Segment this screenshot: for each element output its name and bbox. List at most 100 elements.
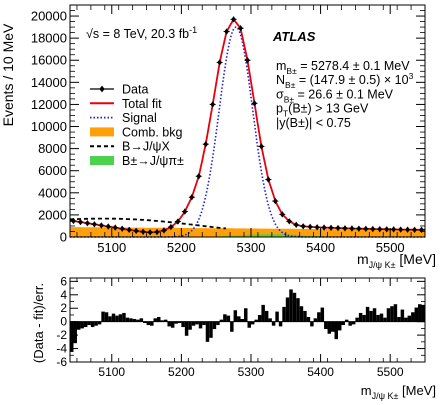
- data-point: [293, 221, 300, 229]
- data-point: [70, 217, 77, 225]
- data-point: [84, 219, 91, 227]
- residual-bar: [146, 321, 151, 326]
- y-tick-label: -4: [56, 342, 67, 356]
- data-point: [265, 176, 272, 183]
- fit-result-line: pT(B±) > 13 GeV: [276, 102, 369, 119]
- partreco-curve: [70, 217, 226, 230]
- x-tick-label: 5300: [237, 240, 266, 255]
- residual-bar: [118, 314, 123, 322]
- energy-label: √s = 8 TeV, 20.3 fb-1: [86, 25, 197, 41]
- data-point: [195, 173, 202, 180]
- top-y-axis-label: Events / 10 MeV: [0, 23, 16, 126]
- x-tick-label: 5200: [168, 365, 195, 379]
- residual-bar: [108, 316, 112, 322]
- pion-bkg-area: [216, 234, 349, 237]
- residual-bar: [157, 316, 161, 322]
- residual-bar: [150, 321, 154, 326]
- residual-bar: [369, 310, 373, 322]
- x-tick-label: 5500: [376, 240, 405, 255]
- residual-bar: [219, 319, 224, 322]
- data-point: [202, 141, 209, 148]
- data-point: [147, 229, 154, 236]
- residual-bar: [104, 312, 109, 322]
- residual-bar: [289, 289, 293, 322]
- residual-bar: [313, 318, 318, 322]
- data-point: [119, 225, 126, 232]
- residual-bar: [418, 304, 422, 322]
- data-point: [348, 225, 355, 232]
- data-point: [279, 211, 286, 218]
- y-tick-label: 14000: [31, 75, 67, 90]
- residual-bar: [209, 321, 213, 338]
- data-point: [133, 227, 140, 235]
- residual-bar: [261, 304, 265, 322]
- data-point: [91, 221, 98, 228]
- residual-bar: [268, 318, 272, 322]
- fit-result-line: mB± = 5278.4 ± 0.1 MeV: [276, 59, 410, 76]
- atlas-label: ATLAS: [272, 29, 316, 44]
- legend-item: Signal: [90, 111, 157, 125]
- residual-bar: [324, 321, 328, 330]
- y-tick-label: 12000: [31, 97, 67, 112]
- residual-bar: [177, 321, 182, 324]
- residual-bar: [111, 313, 116, 322]
- residual-bar: [299, 306, 304, 322]
- residual-bar: [414, 307, 419, 322]
- residual-bar: [303, 310, 307, 322]
- data-point: [411, 226, 418, 233]
- residual-bar: [202, 321, 206, 326]
- y-tick-label: 4: [60, 288, 67, 302]
- y-tick-label: 20000: [31, 9, 67, 24]
- x-tick-label: 5500: [377, 365, 404, 379]
- residual-bar: [407, 315, 412, 322]
- y-tick-label: 0: [60, 230, 67, 245]
- y-tick-label: 8000: [38, 141, 67, 156]
- residual-bar: [115, 315, 119, 322]
- data-point: [216, 59, 223, 66]
- residual-bar: [87, 321, 91, 326]
- residual-bar: [129, 318, 133, 322]
- y-tick-label: 6000: [38, 163, 67, 178]
- data-point: [286, 218, 293, 225]
- data-point: [272, 197, 279, 205]
- residual-bar: [240, 318, 245, 322]
- residual-bar: [226, 315, 231, 322]
- residual-bar: [212, 321, 217, 330]
- residual-bar: [233, 310, 238, 322]
- residual-bar: [254, 319, 258, 322]
- data-point: [258, 143, 265, 150]
- data-point: [237, 25, 244, 32]
- residual-bar: [191, 321, 196, 326]
- residual-bar: [275, 311, 279, 322]
- residual-bar: [188, 321, 192, 330]
- residual-bar: [390, 306, 394, 322]
- data-point: [209, 101, 216, 108]
- data-point: [390, 226, 397, 233]
- y-tick-label: -2: [56, 328, 67, 342]
- x-tick-label: 5400: [306, 240, 335, 255]
- residual-bar: [271, 321, 276, 326]
- fit-result-line: NB± = (147.9 ± 0.5) × 103: [276, 71, 414, 90]
- data-point: [174, 218, 181, 225]
- data-point: [154, 228, 161, 236]
- data-point: [404, 226, 411, 233]
- x-tick-label: 5100: [98, 365, 125, 379]
- fit-result-line: σB± = 26.6 ± 0.1 MeV: [276, 87, 394, 104]
- residual-bar: [237, 316, 241, 322]
- data-point: [300, 223, 307, 230]
- residual-bar: [310, 321, 314, 327]
- legend-label: Signal: [122, 111, 157, 125]
- residual-bar: [132, 318, 137, 322]
- x-tick-label: 5200: [167, 240, 196, 255]
- legend-item: B→J/ψX: [90, 140, 170, 154]
- residual-bar: [216, 321, 220, 326]
- data-point: [307, 223, 314, 231]
- top-points: [70, 16, 425, 236]
- legend-label: Data: [122, 83, 148, 97]
- residual-bar: [365, 306, 370, 322]
- legend-label: Total fit: [122, 97, 162, 111]
- residual-bar: [404, 317, 408, 322]
